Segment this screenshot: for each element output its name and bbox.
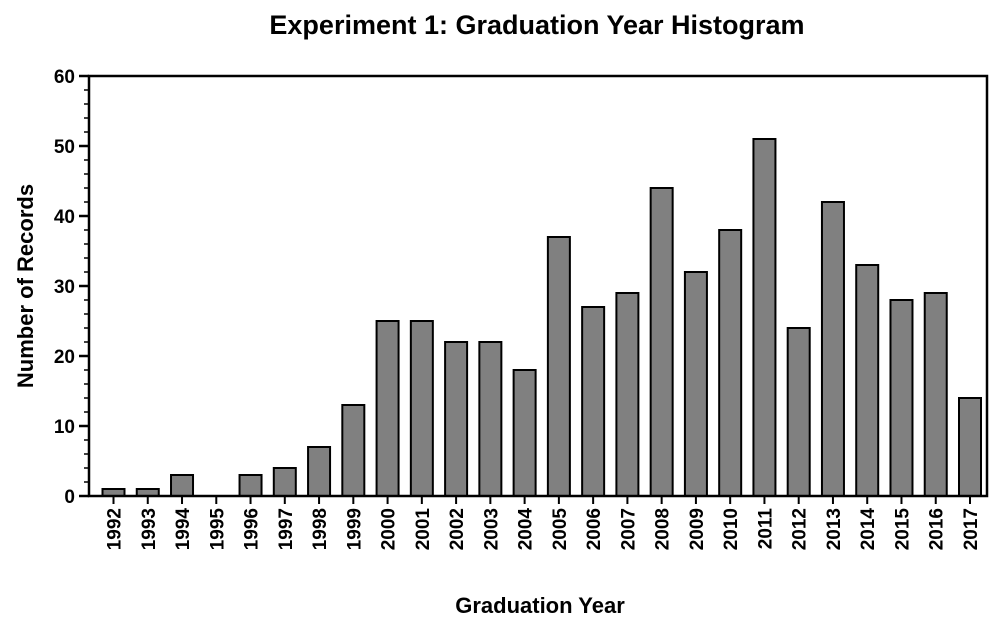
x-axis-ticks: 1992 1993 1994 1995 1996 1997 1998 1999 2000 2001… bbox=[105, 496, 982, 551]
x-tick-label: 2012 bbox=[790, 508, 811, 550]
bar-1994 bbox=[170, 474, 195, 497]
plot-frame bbox=[87, 74, 989, 498]
y-tick-label: 10 bbox=[54, 417, 75, 438]
bar-2004 bbox=[512, 369, 537, 497]
x-tick-label: 2011 bbox=[755, 508, 776, 550]
x-tick-label: 1995 bbox=[207, 508, 228, 551]
x-tick-label: 1994 bbox=[173, 508, 194, 551]
x-axis-label: Graduation Year bbox=[455, 593, 625, 618]
x-tick-label: 2016 bbox=[927, 508, 948, 550]
plot-area bbox=[87, 74, 989, 498]
x-tick-label: 2001 bbox=[413, 508, 434, 551]
x-tick-label: 2004 bbox=[516, 508, 537, 551]
y-axis-label: Number of Records bbox=[13, 184, 38, 388]
y-tick-label: 50 bbox=[54, 137, 75, 158]
bar-1999 bbox=[341, 404, 366, 497]
bar-2003 bbox=[478, 341, 503, 497]
x-tick-label: 2007 bbox=[618, 508, 639, 550]
bar-2016 bbox=[923, 292, 948, 497]
y-tick-label: 60 bbox=[54, 67, 75, 88]
x-tick-label: 2014 bbox=[858, 508, 879, 551]
x-tick-label: 1998 bbox=[310, 508, 331, 550]
bar-1996 bbox=[238, 474, 263, 497]
y-tick-label: 40 bbox=[54, 207, 75, 228]
bar-2008 bbox=[649, 187, 674, 497]
x-tick-label: 2017 bbox=[961, 508, 982, 550]
y-tick-label: 20 bbox=[54, 347, 75, 368]
x-tick-label: 2015 bbox=[892, 508, 913, 551]
bar-2005 bbox=[546, 236, 571, 497]
bar-2014 bbox=[855, 264, 880, 497]
x-tick-label: 2008 bbox=[653, 508, 674, 550]
bar-2002 bbox=[444, 341, 469, 497]
bar-1997 bbox=[272, 467, 297, 497]
bar-2012 bbox=[786, 327, 811, 497]
x-tick-label: 1999 bbox=[344, 508, 365, 550]
x-tick-label: 1992 bbox=[105, 508, 126, 550]
bar-2000 bbox=[375, 320, 400, 497]
x-tick-label: 2002 bbox=[447, 508, 468, 550]
x-tick-label: 1996 bbox=[242, 508, 263, 550]
bar-2006 bbox=[581, 306, 606, 497]
x-tick-label: 1997 bbox=[276, 508, 297, 550]
y-tick-label: 30 bbox=[54, 277, 75, 298]
x-tick-label: 2006 bbox=[584, 508, 605, 550]
bar-2010 bbox=[718, 229, 743, 497]
bar-2007 bbox=[615, 292, 640, 497]
bar-1998 bbox=[307, 446, 332, 497]
bar-2009 bbox=[683, 271, 708, 497]
x-tick-label: 2000 bbox=[379, 508, 400, 550]
y-axis-ticks: 0 10 20 30 40 50 60 bbox=[54, 67, 89, 508]
x-tick-label: 2009 bbox=[687, 508, 708, 550]
chart-title: Experiment 1: Graduation Year Histogram bbox=[269, 10, 804, 40]
bar-2015 bbox=[889, 299, 914, 497]
x-tick-label: 2013 bbox=[824, 508, 845, 550]
x-tick-label: 1993 bbox=[139, 508, 160, 550]
bar-2013 bbox=[820, 201, 845, 497]
bar-2011 bbox=[752, 138, 777, 497]
x-tick-label: 2010 bbox=[721, 508, 742, 550]
x-tick-label: 2005 bbox=[550, 508, 571, 551]
y-tick-label: 0 bbox=[64, 487, 75, 508]
bar-2017 bbox=[958, 397, 982, 497]
x-tick-label: 2003 bbox=[481, 508, 502, 550]
bar-2001 bbox=[409, 320, 434, 497]
